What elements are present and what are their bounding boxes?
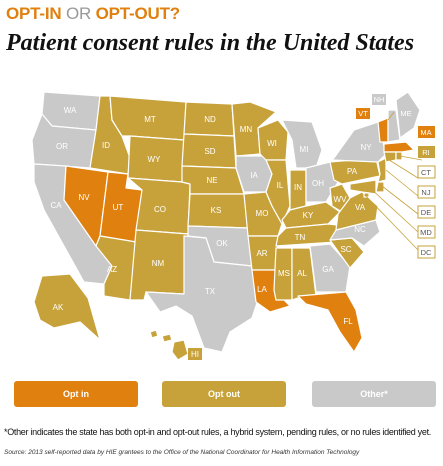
- label-nd: ND: [204, 115, 216, 124]
- callout-label-nj: NJ: [421, 188, 430, 197]
- callout-box-ri: [418, 146, 435, 158]
- callout-label-hi: HI: [191, 350, 199, 359]
- callout-label-vt: VT: [358, 109, 368, 118]
- legend-other: Other*: [312, 381, 436, 407]
- label-tn: TN: [295, 233, 306, 242]
- legend-other-label: Other*: [360, 389, 388, 399]
- label-ca: CA: [50, 201, 62, 210]
- state-nj: [377, 157, 387, 183]
- label-wy: WY: [148, 155, 162, 164]
- state-hi: [149, 329, 189, 361]
- label-fl: FL: [343, 317, 353, 326]
- label-ms: MS: [278, 269, 290, 278]
- label-sd: SD: [204, 147, 215, 156]
- label-ok: OK: [216, 239, 228, 248]
- label-ny: NY: [360, 143, 372, 152]
- label-wa: WA: [64, 106, 77, 115]
- legend-opt-in-label: Opt in: [63, 389, 89, 399]
- label-nc: NC: [354, 225, 366, 234]
- state-dc: [363, 192, 370, 198]
- state-ms: [273, 247, 293, 301]
- label-id: ID: [102, 141, 110, 150]
- legend-opt-out-label: Opt out: [208, 389, 240, 399]
- callout-box-md: [417, 225, 436, 239]
- kicker-opt-in: OPT-IN: [6, 4, 62, 23]
- label-ks: KS: [211, 206, 222, 215]
- label-wv: WV: [334, 195, 348, 204]
- state-va: [335, 191, 379, 231]
- state-ga: [309, 243, 351, 293]
- label-tx: TX: [205, 287, 216, 296]
- label-ak: AK: [53, 303, 64, 312]
- label-mt: MT: [144, 115, 156, 124]
- label-la: LA: [257, 285, 267, 294]
- label-co: CO: [154, 205, 166, 214]
- callout-label-ma: MA: [420, 128, 431, 137]
- callout-label-ct: CT: [421, 168, 431, 177]
- state-mi: [281, 119, 323, 169]
- callout-box-nh: [372, 94, 386, 105]
- state-tx: [145, 235, 263, 353]
- label-mi: MI: [300, 145, 309, 154]
- callout-box-ct: [417, 165, 436, 179]
- callout-box-vt: [356, 108, 370, 119]
- kicker: OPT-IN OR OPT-OUT?: [6, 4, 180, 24]
- label-mo: MO: [256, 209, 269, 218]
- state-de: [375, 181, 385, 193]
- state-fl: [297, 291, 363, 353]
- callout-box-hi: [188, 348, 202, 360]
- page-title: Patient consent rules in the United Stat…: [6, 30, 415, 56]
- label-nm: NM: [152, 259, 165, 268]
- label-ky: KY: [303, 211, 314, 220]
- label-al: AL: [297, 269, 307, 278]
- label-or: OR: [56, 142, 68, 151]
- us-consent-map: WA OR CA ID NV UT AZ MT WY CO NM ND SD N…: [31, 91, 436, 361]
- label-me: ME: [400, 109, 411, 118]
- callout-box-ma: [418, 126, 435, 138]
- state-ak: [33, 273, 101, 341]
- state-il: [265, 159, 291, 225]
- label-ar: AR: [256, 249, 267, 258]
- label-ut: UT: [113, 203, 124, 212]
- callout-label-md: MD: [420, 228, 432, 237]
- callout-box-dc: [417, 245, 436, 259]
- state-me: [395, 91, 421, 139]
- state-ma: [383, 141, 415, 153]
- label-az: AZ: [107, 265, 117, 274]
- label-ga: GA: [322, 265, 334, 274]
- callout-label-ri: RI: [422, 148, 430, 157]
- callout-label-de: DE: [421, 208, 431, 217]
- label-ia: IA: [250, 171, 258, 180]
- label-wi: WI: [267, 139, 277, 148]
- label-nv: NV: [78, 193, 90, 202]
- state-ny: [331, 121, 387, 163]
- label-in: IN: [294, 183, 302, 192]
- callout-box-nj: [417, 185, 436, 199]
- state-nh: [387, 109, 401, 143]
- callout-box-de: [417, 205, 436, 219]
- label-ne: NE: [206, 176, 217, 185]
- label-il: IL: [277, 181, 284, 190]
- state-ri: [395, 151, 403, 161]
- label-va: VA: [355, 203, 366, 212]
- label-mn: MN: [240, 125, 253, 134]
- kicker-opt-out: OPT-OUT?: [95, 4, 181, 23]
- label-oh: OH: [312, 179, 324, 188]
- legend-opt-out: Opt out: [162, 381, 286, 407]
- state-vt: [377, 117, 389, 143]
- legend-opt-in: Opt in: [14, 381, 138, 407]
- source-note: Source: 2013 self-reported data by HIE g…: [4, 449, 360, 456]
- callout-label-dc: DC: [421, 248, 432, 257]
- footnote: *Other indicates the state has both opt-…: [4, 427, 431, 437]
- label-pa: PA: [347, 167, 358, 176]
- label-sc: SC: [340, 245, 351, 254]
- kicker-or: OR: [61, 4, 96, 23]
- callout-label-nh: NH: [374, 95, 385, 104]
